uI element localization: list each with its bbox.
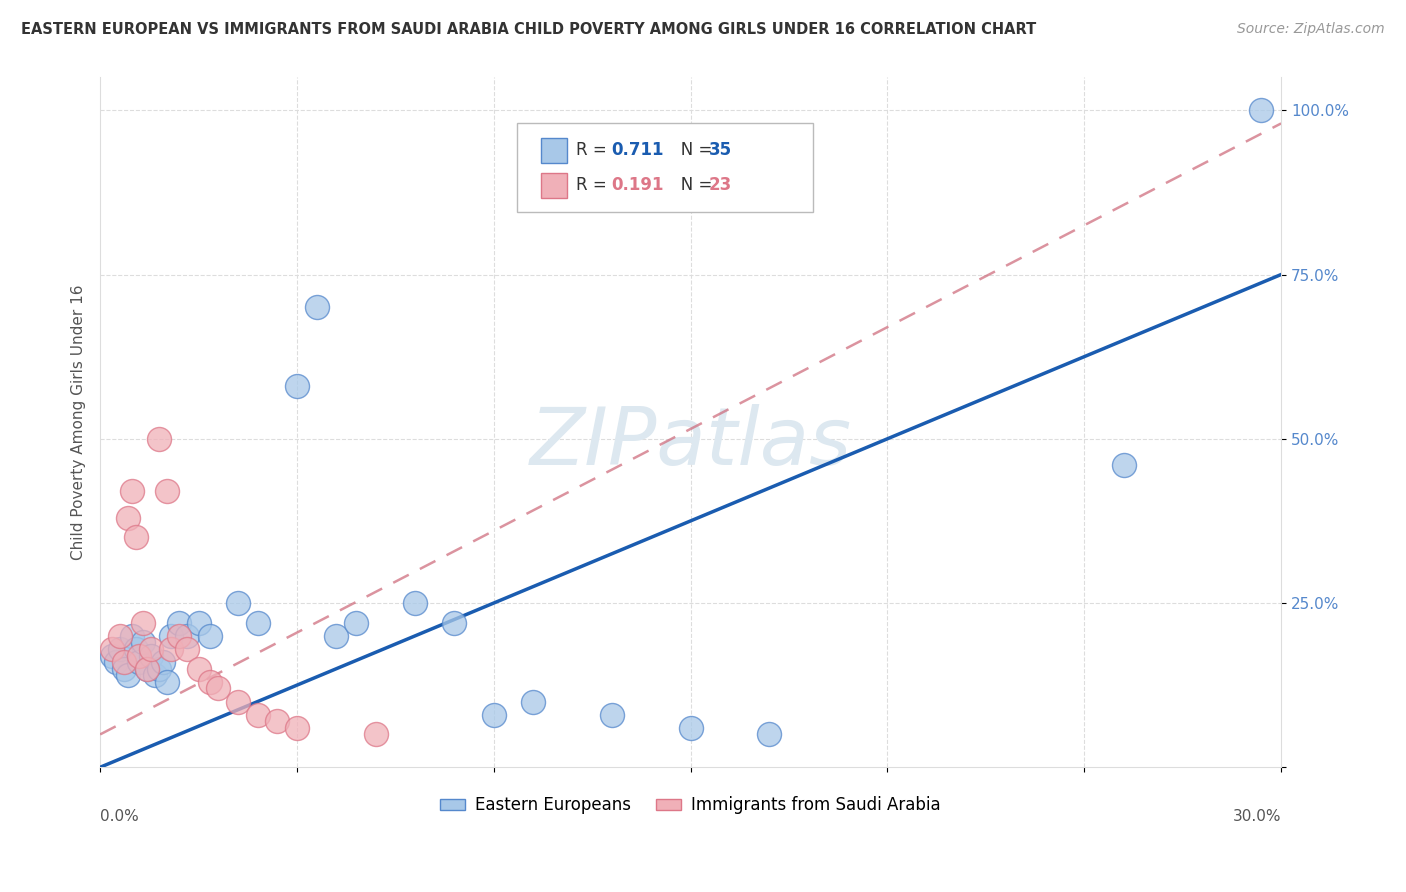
Point — [200, 629, 222, 643]
Point — [443, 615, 465, 630]
Text: R =: R = — [576, 177, 613, 194]
Point — [482, 707, 505, 722]
Point — [121, 629, 143, 643]
Point — [156, 674, 179, 689]
Point — [117, 510, 139, 524]
Point — [124, 642, 146, 657]
Legend: Eastern Europeans, Immigrants from Saudi Arabia: Eastern Europeans, Immigrants from Saudi… — [433, 789, 948, 821]
Point — [167, 615, 190, 630]
Point — [112, 655, 135, 669]
Point — [176, 642, 198, 657]
Point — [101, 642, 124, 657]
Point — [679, 721, 702, 735]
Point — [136, 662, 159, 676]
Text: 35: 35 — [709, 141, 731, 159]
Point — [128, 648, 150, 663]
Point — [121, 484, 143, 499]
Point — [522, 695, 544, 709]
Text: N =: N = — [665, 141, 717, 159]
Point — [187, 615, 209, 630]
Point — [758, 727, 780, 741]
Point — [160, 629, 183, 643]
Point — [136, 662, 159, 676]
Point — [285, 721, 308, 735]
Point — [167, 629, 190, 643]
Point — [404, 596, 426, 610]
Point — [344, 615, 367, 630]
Point — [246, 707, 269, 722]
Point — [305, 301, 328, 315]
Text: 0.0%: 0.0% — [100, 809, 139, 823]
Point — [285, 379, 308, 393]
Point — [112, 662, 135, 676]
Text: 0.711: 0.711 — [612, 141, 664, 159]
Point — [124, 530, 146, 544]
Text: 0.191: 0.191 — [612, 177, 664, 194]
Y-axis label: Child Poverty Among Girls Under 16: Child Poverty Among Girls Under 16 — [72, 285, 86, 560]
Point — [141, 648, 163, 663]
Point — [104, 655, 127, 669]
Point — [1250, 103, 1272, 118]
Point — [132, 635, 155, 649]
Point — [160, 642, 183, 657]
Point — [1112, 458, 1135, 472]
Text: EASTERN EUROPEAN VS IMMIGRANTS FROM SAUDI ARABIA CHILD POVERTY AMONG GIRLS UNDER: EASTERN EUROPEAN VS IMMIGRANTS FROM SAUD… — [21, 22, 1036, 37]
Point — [187, 662, 209, 676]
Point — [266, 714, 288, 729]
Point — [176, 629, 198, 643]
Text: N =: N = — [665, 177, 717, 194]
Point — [226, 596, 249, 610]
Point — [325, 629, 347, 643]
Text: R =: R = — [576, 141, 613, 159]
Point — [132, 615, 155, 630]
Point — [101, 648, 124, 663]
Text: 30.0%: 30.0% — [1233, 809, 1281, 823]
Point — [207, 681, 229, 696]
Text: Source: ZipAtlas.com: Source: ZipAtlas.com — [1237, 22, 1385, 37]
Point — [152, 655, 174, 669]
Point — [141, 642, 163, 657]
Point — [600, 707, 623, 722]
Point — [364, 727, 387, 741]
Point — [148, 432, 170, 446]
Point — [117, 668, 139, 682]
Point — [200, 674, 222, 689]
Point — [143, 668, 166, 682]
Text: ZIPatlas: ZIPatlas — [530, 404, 852, 482]
Text: 23: 23 — [709, 177, 733, 194]
Point — [128, 655, 150, 669]
Point — [156, 484, 179, 499]
Point — [108, 642, 131, 657]
Point — [148, 662, 170, 676]
Point — [226, 695, 249, 709]
Point — [108, 629, 131, 643]
Point — [246, 615, 269, 630]
